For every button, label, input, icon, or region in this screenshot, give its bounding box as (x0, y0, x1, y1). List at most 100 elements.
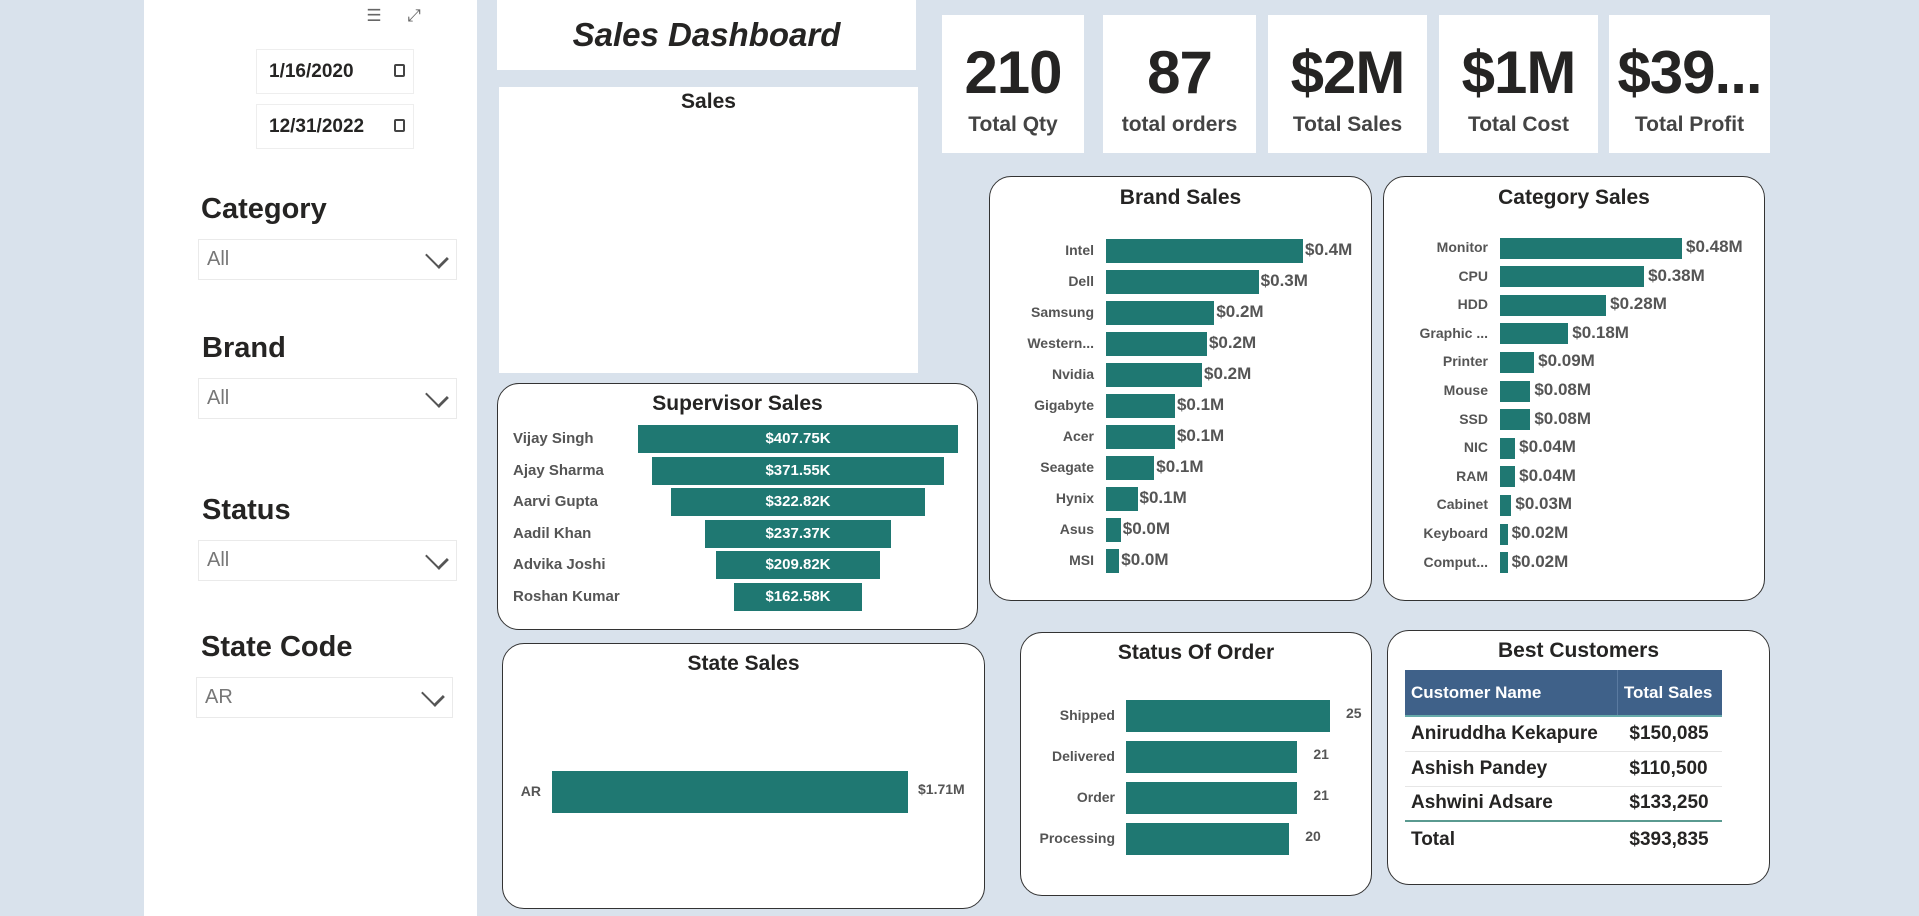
column-header[interactable]: Total Sales (1617, 670, 1722, 717)
total-sales: $133,250 (1629, 792, 1709, 814)
bar-row[interactable]: Seagate $0.1M (990, 456, 1371, 480)
bar[interactable] (1500, 494, 1512, 516)
bar[interactable] (1500, 523, 1508, 545)
bar-row[interactable]: MSI $0.0M (990, 549, 1371, 573)
bar-row[interactable]: Intel $0.4M (990, 239, 1371, 263)
category-label: Order (1076, 789, 1115, 805)
bar-row[interactable]: Nvidia $0.2M (990, 363, 1371, 387)
bar[interactable] (1106, 425, 1175, 449)
bar[interactable] (1106, 239, 1303, 263)
bar[interactable] (552, 771, 908, 813)
bar-row[interactable]: Keyboard $0.02M (1384, 523, 1764, 545)
bar[interactable] (1106, 549, 1120, 573)
bar[interactable] (1106, 332, 1207, 356)
bar-row[interactable]: Gigabyte $0.1M (990, 394, 1371, 418)
bar-row[interactable]: Order 21 (1021, 782, 1371, 814)
bar-row[interactable]: Hynix $0.1M (990, 487, 1371, 511)
funnel-row[interactable]: Aadil Khan $237.37K (498, 519, 977, 548)
sales-line-chart[interactable]: Sales 20212022 (499, 87, 918, 373)
status-dropdown[interactable]: All (198, 540, 457, 581)
bar[interactable] (1106, 394, 1175, 418)
kpi-value: 87 (1147, 39, 1213, 106)
bar-row[interactable]: Asus $0.0M (990, 518, 1371, 542)
bar[interactable] (1106, 363, 1203, 387)
calendar-icon[interactable] (394, 119, 405, 132)
bar[interactable] (1500, 409, 1531, 431)
funnel-bar[interactable]: $322.82K (671, 488, 925, 516)
bar-row[interactable]: CPU $0.38M (1384, 266, 1764, 288)
funnel-bar[interactable]: $371.55K (652, 456, 944, 485)
chevron-down-icon (425, 546, 449, 570)
bar[interactable] (1106, 487, 1138, 511)
bar-row[interactable]: Mouse $0.08M (1384, 380, 1764, 402)
data-label: $0.4M (1305, 240, 1353, 259)
bar-row[interactable]: Acer $0.1M (990, 425, 1371, 449)
filter-icon[interactable]: ☰ (366, 6, 382, 25)
bar[interactable] (1500, 466, 1516, 488)
bar[interactable] (1500, 237, 1682, 259)
bar[interactable] (1106, 456, 1155, 480)
funnel-bar[interactable]: $237.37K (704, 519, 892, 548)
bar[interactable] (1500, 351, 1535, 373)
table-row[interactable]: Aniruddha Kekapure $150,085 (1405, 716, 1722, 751)
funnel-row[interactable]: Advika Joshi $209.82K (498, 551, 977, 579)
bar-row[interactable]: HDD $0.28M (1384, 294, 1764, 316)
category-label: MSI (1069, 552, 1094, 568)
supervisor-name: Advika Joshi (513, 556, 606, 573)
table-row[interactable]: Ashwini Adsare $133,250 (1405, 786, 1722, 821)
bar[interactable] (1106, 301, 1215, 325)
bar[interactable] (1500, 294, 1607, 316)
funnel-row[interactable]: Aarvi Gupta $322.82K (498, 488, 977, 516)
bar[interactable] (1126, 823, 1290, 855)
end-date-input[interactable]: 12/31/2022 (256, 104, 414, 149)
table-row[interactable]: Ashish Pandey $110,500 (1405, 751, 1722, 786)
bar[interactable] (1106, 518, 1121, 542)
bar[interactable] (1500, 437, 1516, 459)
bar[interactable] (1500, 323, 1569, 345)
funnel-bar[interactable]: $209.82K (715, 551, 881, 579)
calendar-icon[interactable] (394, 64, 405, 77)
data-label: 20 (1305, 828, 1321, 844)
data-label: $0.08M (1534, 380, 1592, 399)
bar-row[interactable]: NIC $0.04M (1384, 437, 1764, 459)
funnel-bar[interactable]: $162.58K (734, 582, 862, 611)
bar-row[interactable]: RAM $0.04M (1384, 466, 1764, 488)
bar[interactable] (1500, 552, 1508, 574)
bar[interactable] (1106, 270, 1259, 294)
funnel-row[interactable]: Roshan Kumar $162.58K (498, 582, 977, 611)
data-label: $0.2M (1204, 364, 1252, 383)
column-header[interactable]: Customer Name (1405, 670, 1618, 717)
bar-row[interactable]: Printer $0.09M (1384, 351, 1764, 373)
bar[interactable] (1126, 741, 1298, 773)
bar-row[interactable]: Western... $0.2M (990, 332, 1371, 356)
state-sales-card: State Sales AR $1.71M (502, 643, 985, 909)
funnel-row[interactable]: Vijay Singh $407.75K (498, 425, 977, 453)
bar-row[interactable]: Cabinet $0.03M (1384, 494, 1764, 516)
bar-row[interactable]: SSD $0.08M (1384, 409, 1764, 431)
category-dropdown[interactable]: All (198, 239, 457, 280)
bar-row[interactable]: Graphic ... $0.18M (1384, 323, 1764, 345)
data-label: $0.0M (1121, 550, 1169, 569)
funnel-row[interactable]: Ajay Sharma $371.55K (498, 456, 977, 485)
category-label: Monitor (1436, 239, 1488, 255)
bar-row[interactable]: Shipped 25 (1021, 700, 1371, 732)
bar[interactable] (1500, 380, 1531, 402)
state-code-dropdown[interactable]: AR (196, 677, 453, 718)
bar[interactable] (1500, 266, 1645, 288)
bar-row[interactable]: Monitor $0.48M (1384, 237, 1764, 259)
status-value: All (207, 549, 230, 571)
brand-dropdown[interactable]: All (198, 378, 457, 419)
bar-row[interactable]: Comput... $0.02M (1384, 552, 1764, 574)
start-date-input[interactable]: 1/16/2020 (256, 49, 414, 94)
bar[interactable] (1126, 782, 1298, 814)
bar[interactable] (1126, 700, 1330, 732)
funnel-bar[interactable]: $407.75K (638, 425, 958, 453)
category-label: SSD (1459, 410, 1488, 427)
focus-mode-icon[interactable]: ⤢ (407, 6, 421, 25)
bar-row[interactable]: Dell $0.3M (990, 270, 1371, 294)
total-sales: $110,500 (1629, 757, 1708, 779)
bar-row[interactable]: Delivered 21 (1021, 741, 1371, 773)
bar-row[interactable]: Samsung $0.2M (990, 301, 1371, 325)
bar-row[interactable]: AR $1.71M (503, 771, 984, 813)
bar-row[interactable]: Processing 20 (1021, 823, 1371, 855)
